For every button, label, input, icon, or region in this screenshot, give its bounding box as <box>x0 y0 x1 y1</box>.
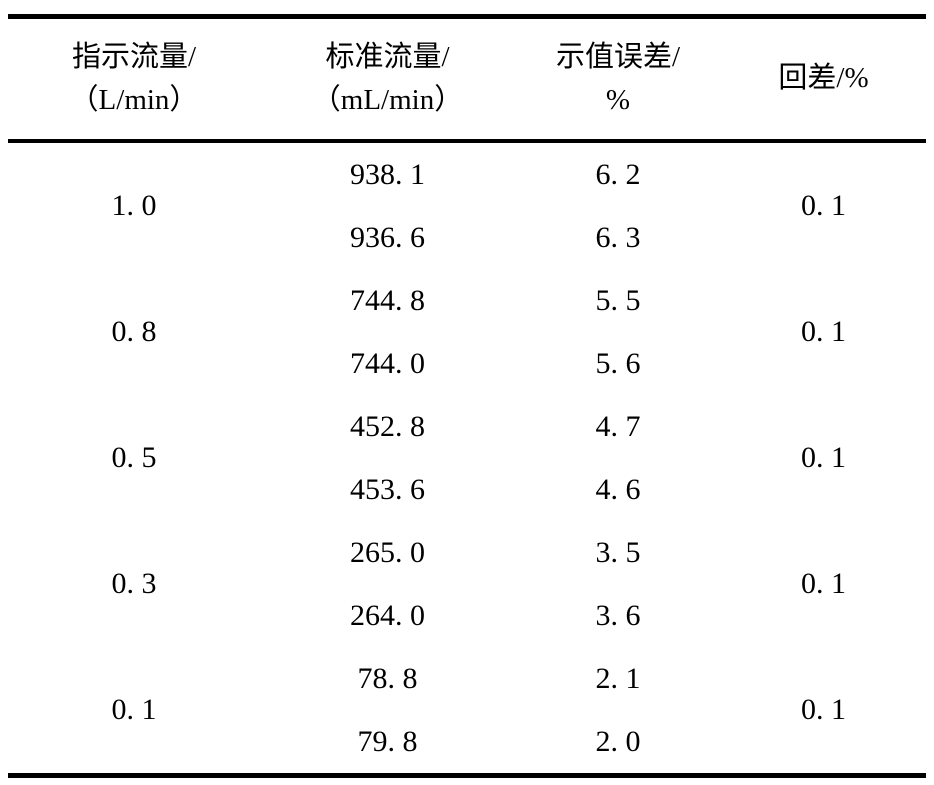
col-header-hysteresis-line1: 回差/% <box>778 62 869 95</box>
cell-indication-error: 3. 5 <box>595 535 641 569</box>
col-header-standard-flow: 标准流量/ （mL/min） <box>260 16 515 143</box>
cell-indication-error: 4. 6 <box>595 472 641 506</box>
col-header-indication-error: 示值误差/ % <box>515 16 721 143</box>
cell-hysteresis: 0. 1 <box>801 189 846 222</box>
table-body: 1. 0 938. 1 6. 2 0. 1 936. 6 6. 3 0. 8 744. 8 5.… <box>8 141 926 776</box>
col-header-indicated-flow: 指示流量/ （L/min） <box>8 16 260 143</box>
cell-standard-flow: 265. 0 <box>350 535 425 569</box>
table-row: 0. 8 744. 8 5. 5 0. 1 <box>8 269 926 349</box>
cell-indication-error: 3. 6 <box>595 598 641 632</box>
cell-indication-error: 2. 1 <box>595 661 641 695</box>
cell-standard-flow: 453. 6 <box>350 472 425 506</box>
cell-indication-error: 5. 6 <box>595 346 641 380</box>
col-header-indicated-flow-line1: 指示流量/ <box>71 40 197 73</box>
cell-hysteresis: 0. 1 <box>801 315 846 348</box>
cell-indication-error: 4. 7 <box>595 409 641 443</box>
cell-indicated-flow: 1. 0 <box>111 189 157 222</box>
table-row: 453. 6 4. 6 <box>8 458 926 521</box>
cell-standard-flow: 264. 0 <box>350 598 425 632</box>
col-header-hysteresis: 回差/% <box>721 16 926 143</box>
table-header: 指示流量/ （L/min） 标准流量/ （mL/min） 示值误差/ % 回差/… <box>8 16 926 143</box>
cell-standard-flow: 938. 1 <box>350 157 425 191</box>
table-row: 264. 0 3. 6 <box>8 584 926 647</box>
table-row: 744. 0 5. 6 <box>8 332 926 395</box>
table-row: 79. 8 2. 0 <box>8 710 926 776</box>
cell-indication-error: 2. 0 <box>595 724 641 758</box>
cell-standard-flow: 78. 8 <box>357 661 418 695</box>
table-row: 1. 0 938. 1 6. 2 0. 1 <box>8 141 926 223</box>
table-row: 0. 5 452. 8 4. 7 0. 1 <box>8 395 926 475</box>
cell-hysteresis: 0. 1 <box>801 567 846 600</box>
cell-hysteresis: 0. 1 <box>801 441 846 474</box>
cell-standard-flow: 744. 8 <box>350 283 425 317</box>
cell-indicated-flow: 0. 8 <box>111 315 157 348</box>
col-header-indication-error-line2: % <box>605 84 631 116</box>
cell-standard-flow: 79. 8 <box>357 724 418 758</box>
col-header-indicated-flow-line2: （L/min） <box>69 84 199 116</box>
table-row: 936. 6 6. 3 <box>8 206 926 269</box>
cell-indicated-flow: 0. 5 <box>111 441 157 474</box>
cell-indication-error: 5. 5 <box>595 283 641 317</box>
header-row: 指示流量/ （L/min） 标准流量/ （mL/min） 示值误差/ % 回差/… <box>8 16 926 143</box>
col-header-standard-flow-line1: 标准流量/ <box>325 40 450 73</box>
cell-standard-flow: 744. 0 <box>350 346 425 380</box>
col-header-indication-error-line1: 示值误差/ <box>555 40 681 73</box>
cell-standard-flow: 936. 6 <box>350 220 425 254</box>
cell-standard-flow: 452. 8 <box>350 409 425 443</box>
col-header-standard-flow-line2: （mL/min） <box>311 84 464 116</box>
flow-measurement-table: 指示流量/ （L/min） 标准流量/ （mL/min） 示值误差/ % 回差/… <box>8 14 926 778</box>
cell-indicated-flow: 0. 1 <box>111 693 157 726</box>
cell-indication-error: 6. 2 <box>595 157 641 191</box>
cell-indicated-flow: 0. 3 <box>111 567 157 600</box>
cell-indication-error: 6. 3 <box>595 220 641 254</box>
table-row: 0. 3 265. 0 3. 5 0. 1 <box>8 521 926 601</box>
table-row: 0. 1 78. 8 2. 1 0. 1 <box>8 647 926 727</box>
cell-hysteresis: 0. 1 <box>801 693 846 726</box>
